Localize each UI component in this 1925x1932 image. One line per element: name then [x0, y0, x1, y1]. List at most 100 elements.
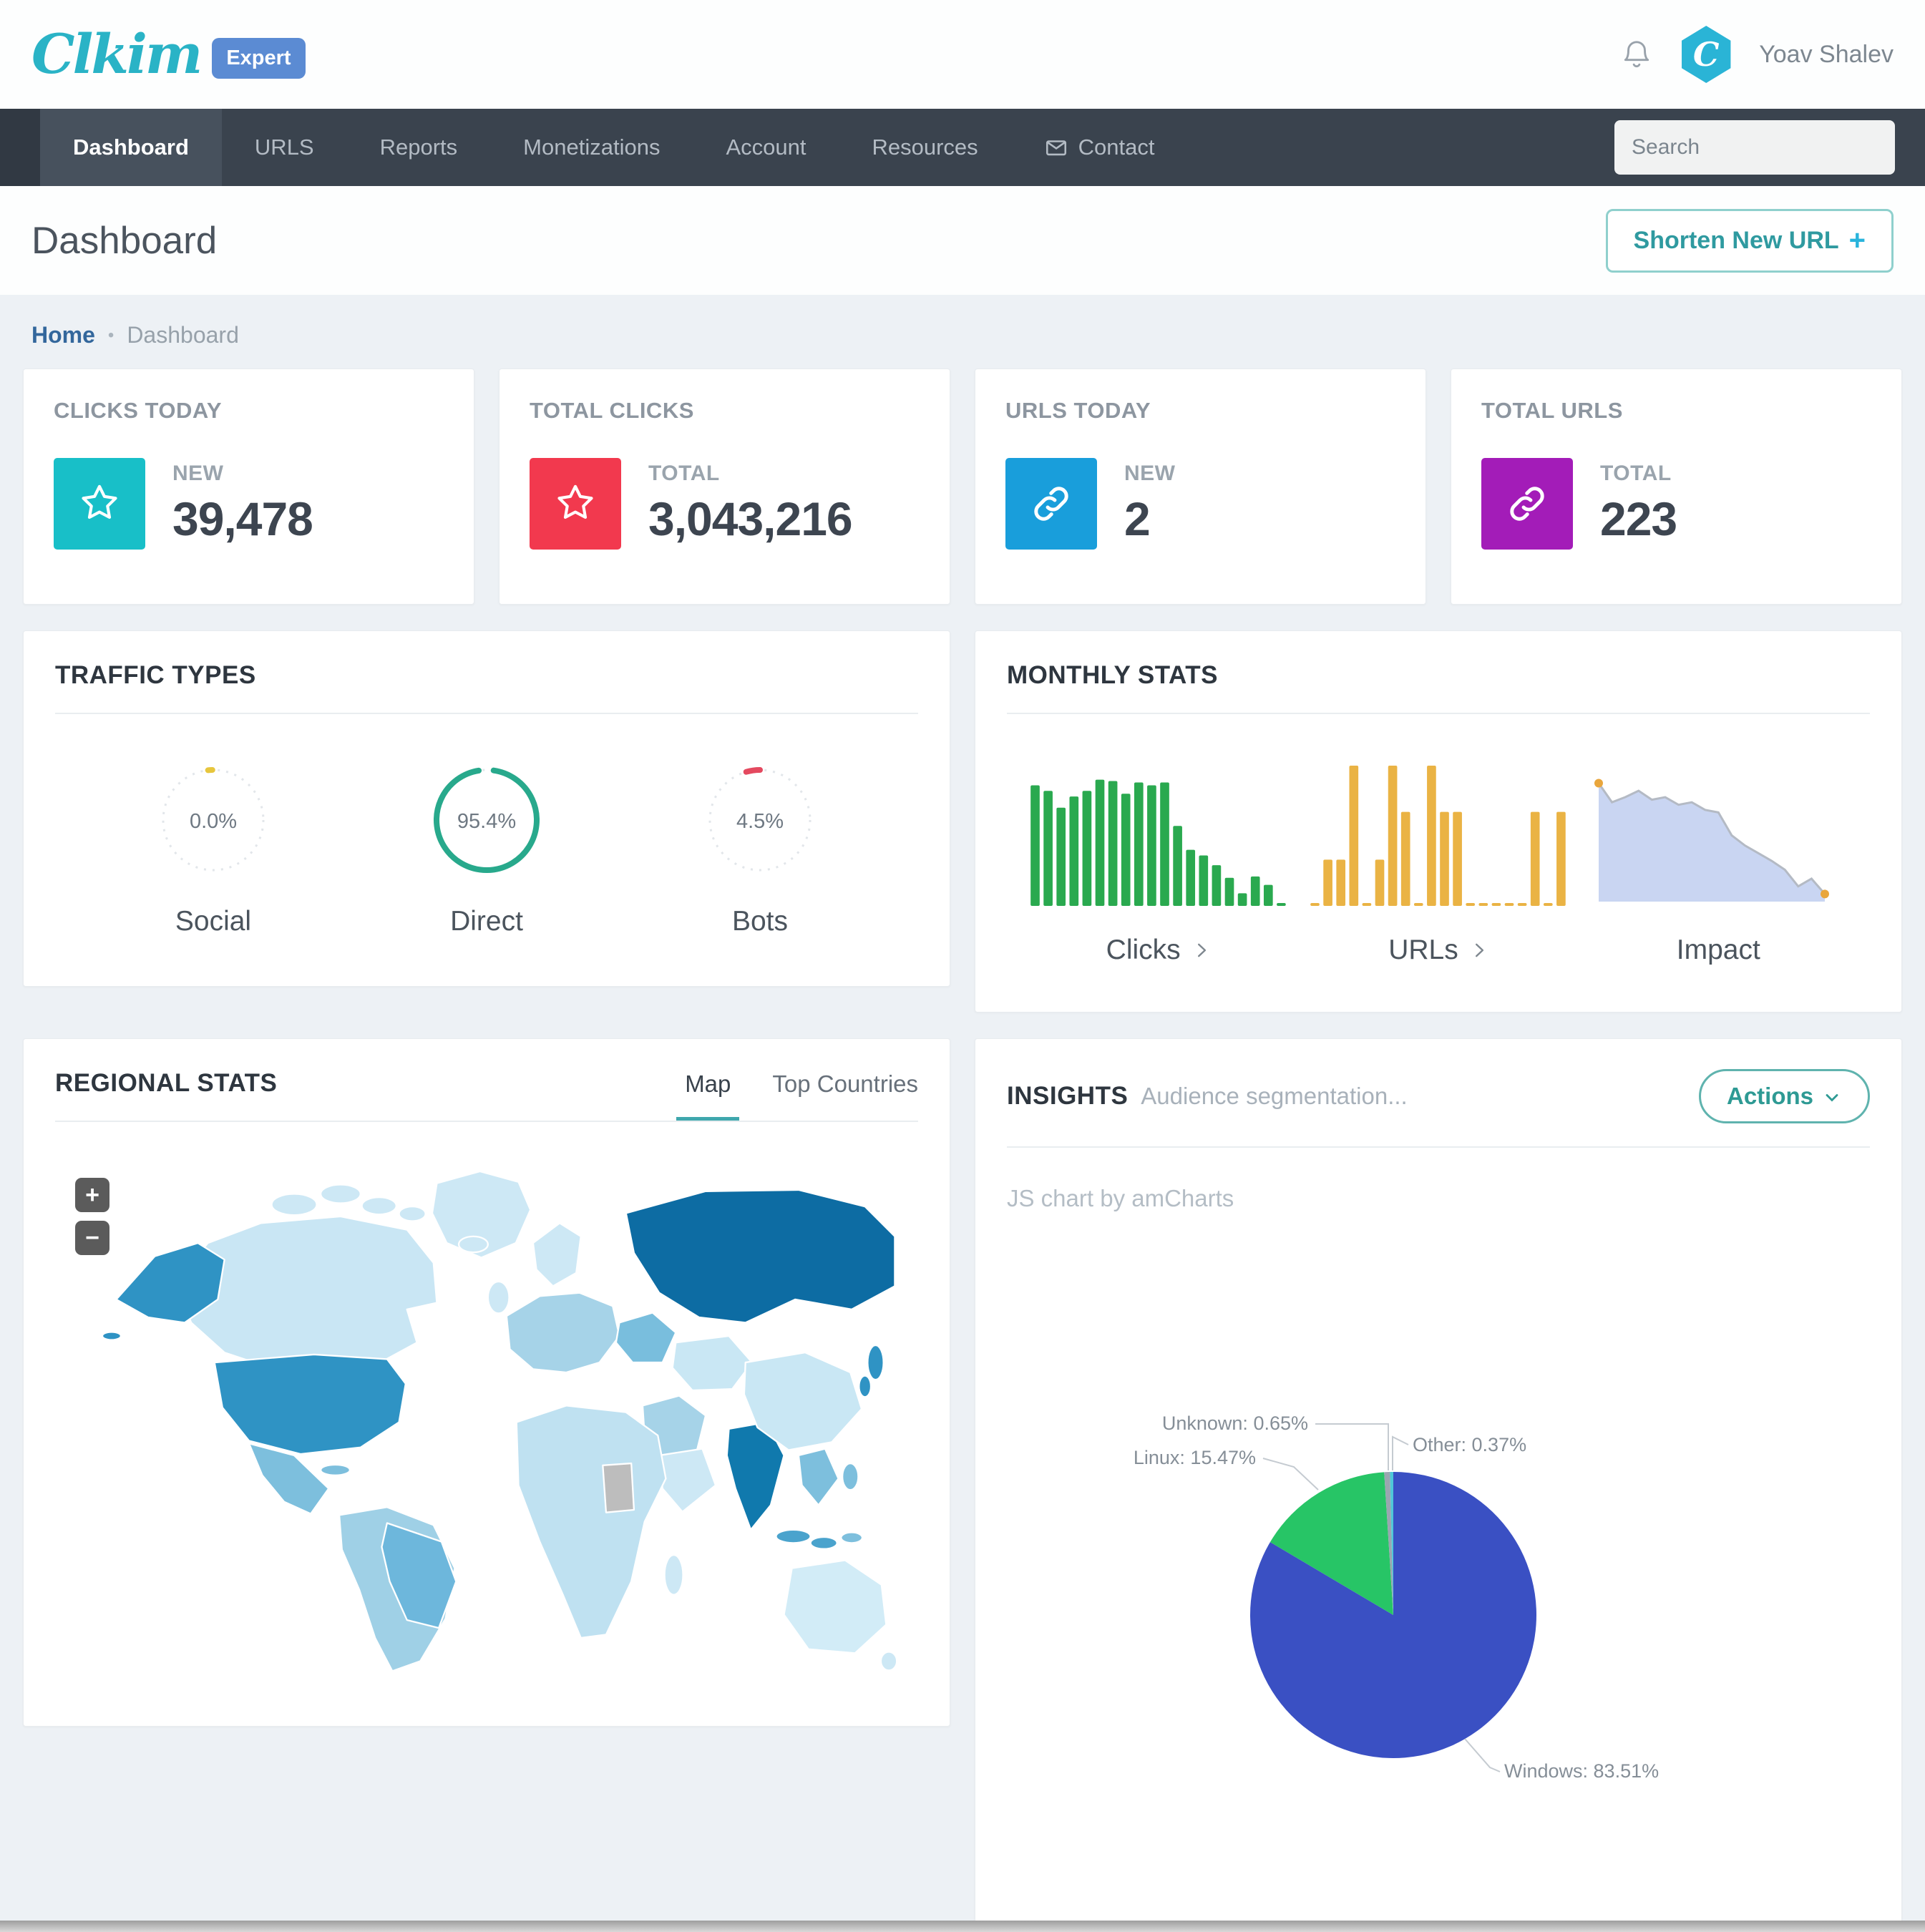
nav-item-label: Monetizations: [523, 135, 661, 160]
tab-map[interactable]: Map: [676, 1070, 740, 1122]
divider: [55, 1121, 918, 1122]
search-input[interactable]: [1632, 135, 1908, 160]
chart-link-impact: Impact: [1677, 935, 1760, 966]
gauge-ring: 0.0%: [162, 767, 265, 872]
stat-card-value: 2: [1124, 492, 1151, 545]
star-icon: [54, 458, 145, 550]
monthly-stats-title: MONTHLY STATS: [1007, 661, 1218, 689]
nav-item-urls[interactable]: URLS: [222, 109, 347, 186]
chevron-right-icon: [1192, 938, 1211, 962]
envelope-icon: [1044, 135, 1068, 160]
gauge-label: Bots: [731, 906, 789, 937]
regional-stats-panel: REGIONAL STATS Map Top Countries: [23, 1038, 950, 1727]
clicks-chart: [1030, 779, 1286, 906]
chevron-right-icon: [1470, 938, 1488, 962]
nav-item-monetizations[interactable]: Monetizations: [490, 109, 693, 186]
amcharts-watermark[interactable]: JS chart by amCharts: [1007, 1185, 1234, 1211]
traffic-types-title: TRAFFIC TYPES: [55, 661, 256, 689]
nav-item-label: Contact: [1078, 135, 1155, 160]
world-map[interactable]: [55, 1143, 918, 1674]
monthly-chart-impact: Impact: [1589, 758, 1848, 966]
nav-lead-strip: [0, 109, 40, 186]
nav-item-reports[interactable]: Reports: [347, 109, 491, 186]
user-name[interactable]: Yoav Shalev: [1759, 40, 1894, 68]
chart-label: Clicks: [1106, 935, 1181, 965]
monthly-chart-clicks: Clicks: [1029, 758, 1288, 966]
pie-label-unknown: Unknown: 0.65%: [1162, 1413, 1308, 1434]
search-box[interactable]: [1614, 120, 1924, 175]
plus-icon: +: [1848, 225, 1866, 256]
avatar[interactable]: C: [1682, 26, 1731, 83]
monthly-chart-urls: URLs: [1309, 758, 1568, 966]
logo[interactable]: Clkim Expert: [31, 27, 306, 82]
os-share-pie-chart: Windows: 83.51% Linux: 15.47% Unknown: 0.6…: [975, 1175, 1901, 1932]
divider: [55, 713, 918, 714]
pie-label-linux: Linux: 15.47%: [1134, 1447, 1256, 1468]
chart-link-urls[interactable]: URLs: [1388, 935, 1488, 966]
stat-card-value: 39,478: [172, 492, 313, 545]
insights-title: INSIGHTS: [1007, 1082, 1129, 1110]
page-title: Dashboard: [31, 219, 218, 262]
breadcrumb-current: Dashboard: [127, 322, 239, 348]
link-icon: [1005, 458, 1097, 550]
monthly-stats-panel: MONTHLY STATS Clicks URLs Impact: [975, 630, 1902, 1013]
stat-card-title: TOTAL CLICKS: [530, 398, 694, 423]
traffic-types-panel: TRAFFIC TYPES 0.0% Social 95.4% Direct 4.5% B…: [23, 630, 950, 987]
map-zoom-in-button[interactable]: +: [75, 1178, 109, 1212]
notifications-bell-icon[interactable]: [1620, 38, 1653, 71]
shorten-new-url-button[interactable]: Shorten New URL +: [1605, 208, 1894, 273]
svg-text:0.0%: 0.0%: [190, 810, 237, 833]
stat-card-value: 3,043,216: [648, 492, 853, 545]
breadcrumb-home[interactable]: Home: [31, 322, 95, 348]
divider: [1007, 1146, 1870, 1148]
star-icon: [530, 458, 621, 550]
stat-card-label: TOTAL: [1600, 462, 1672, 485]
logo-text: Clkim: [31, 22, 203, 86]
stat-card-title: URLS TODAY: [1005, 398, 1151, 423]
stat-card-value: 223: [1600, 492, 1677, 545]
nav-item-label: Reports: [379, 135, 458, 160]
gauge-label: Social: [175, 906, 252, 937]
link-icon: [1481, 458, 1573, 550]
insights-subtitle: Audience segmentation...: [1141, 1083, 1408, 1109]
nav-item-dashboard[interactable]: Dashboard: [40, 109, 222, 186]
pie-label-other: Other: 0.37%: [1413, 1434, 1526, 1455]
chart-label: Impact: [1676, 935, 1760, 965]
traffic-gauge-direct: 95.4% Direct: [422, 756, 551, 937]
stat-card-label: NEW: [172, 462, 224, 485]
chart-link-clicks[interactable]: Clicks: [1106, 935, 1211, 966]
world-map-container: + −: [55, 1143, 918, 1674]
insights-panel: INSIGHTS Audience segmentation... Action…: [975, 1038, 1902, 1932]
nav-item-account[interactable]: Account: [693, 109, 839, 186]
gauge-ring: 95.4%: [434, 767, 540, 873]
stat-card-title: TOTAL URLS: [1481, 398, 1623, 423]
stat-card-label: NEW: [1124, 462, 1176, 485]
map-zoom-out-button[interactable]: −: [75, 1221, 109, 1255]
traffic-gauge-social: 0.0% Social: [149, 756, 278, 937]
pie-label-windows: Windows: 83.51%: [1504, 1760, 1659, 1782]
window-bottom-edge: [0, 1921, 1925, 1932]
chart-label: URLs: [1388, 935, 1458, 965]
urls-chart: [1310, 766, 1566, 906]
page-header: Dashboard Shorten New URL +: [0, 186, 1925, 295]
nav-item-label: Dashboard: [73, 135, 189, 160]
nav-item-label: Resources: [872, 135, 978, 160]
gauge-label: Direct: [450, 906, 523, 937]
regional-stats-title: REGIONAL STATS: [55, 1069, 278, 1097]
top-header: Clkim Expert C Yoav Shalev: [0, 0, 1925, 109]
gauge-ring: 4.5%: [708, 767, 812, 872]
traffic-gauge-bots: 4.5% Bots: [696, 756, 824, 937]
nav-item-label: URLS: [254, 135, 314, 160]
nav-item-label: Account: [726, 135, 806, 160]
nav-item-contact[interactable]: Contact: [1011, 109, 1188, 186]
nav-item-resources[interactable]: Resources: [839, 109, 1010, 186]
actions-button[interactable]: Actions: [1698, 1069, 1870, 1123]
chevron-down-icon: [1822, 1086, 1842, 1106]
stat-card-total-urls: TOTAL URLS TOTAL 223: [1451, 369, 1902, 605]
plan-badge: Expert: [212, 38, 306, 79]
stat-card-total-clicks: TOTAL CLICKS TOTAL 3,043,216: [499, 369, 950, 605]
svg-text:95.4%: 95.4%: [457, 810, 516, 833]
stat-card-title: CLICKS TODAY: [54, 398, 223, 423]
stat-card-urls-today: URLS TODAY NEW 2: [975, 369, 1426, 605]
tab-top-countries[interactable]: Top Countries: [772, 1070, 918, 1097]
